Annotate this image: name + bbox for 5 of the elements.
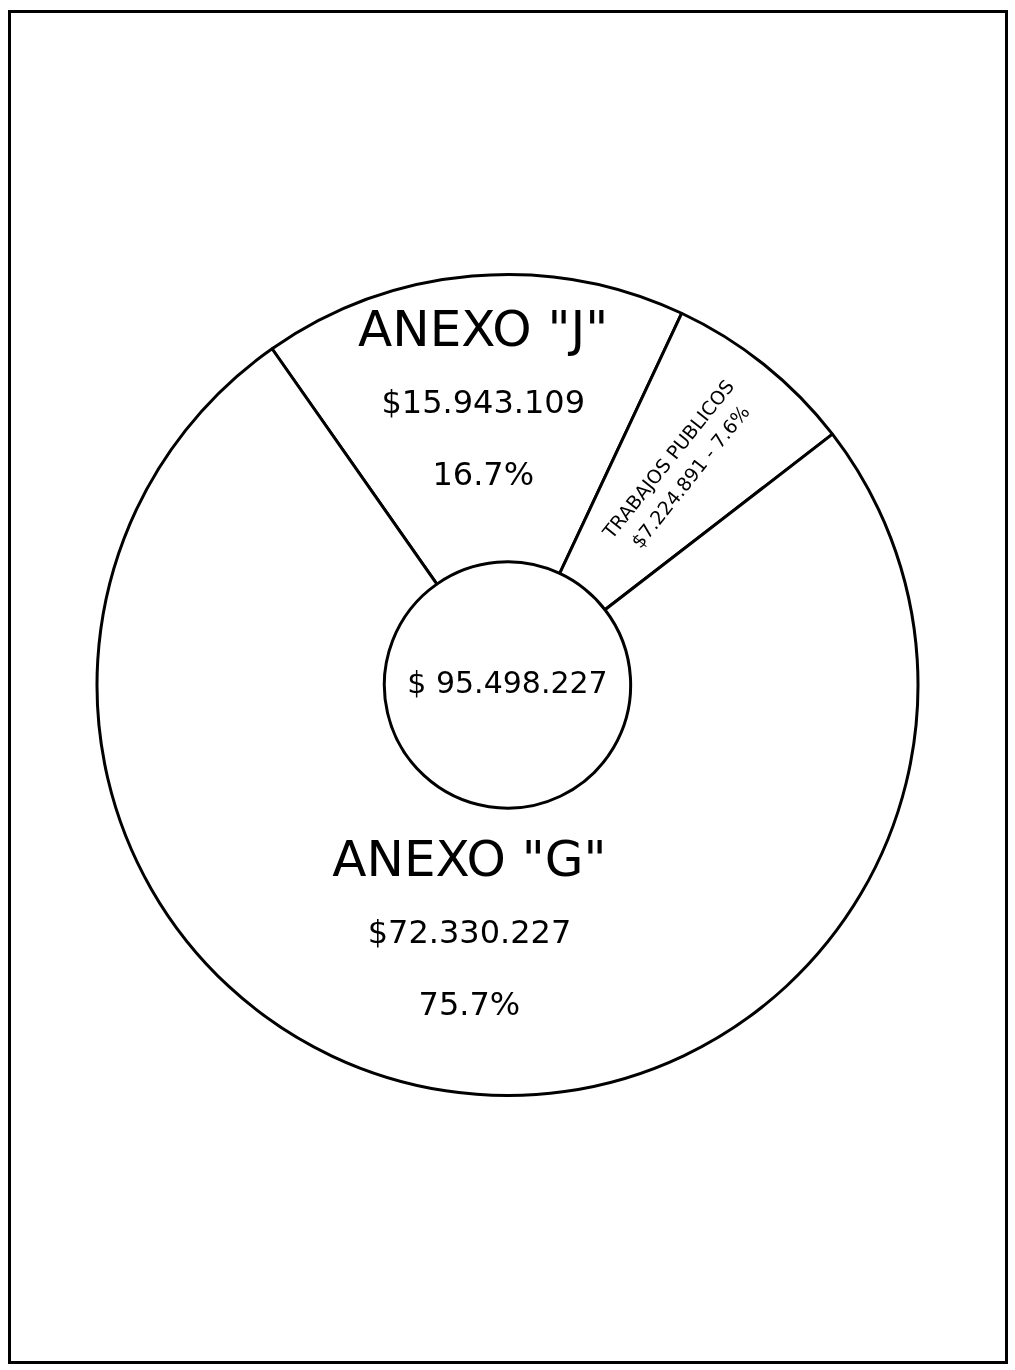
- slice-label: ANEXO "G": [332, 829, 607, 888]
- text: $ 95.498.227: [407, 664, 608, 700]
- slice-label: ANEXO "J": [358, 299, 609, 358]
- data-label: $15.943.109 16.7%: [381, 383, 586, 494]
- data-label: $72.330.227 75.7%: [367, 912, 572, 1023]
